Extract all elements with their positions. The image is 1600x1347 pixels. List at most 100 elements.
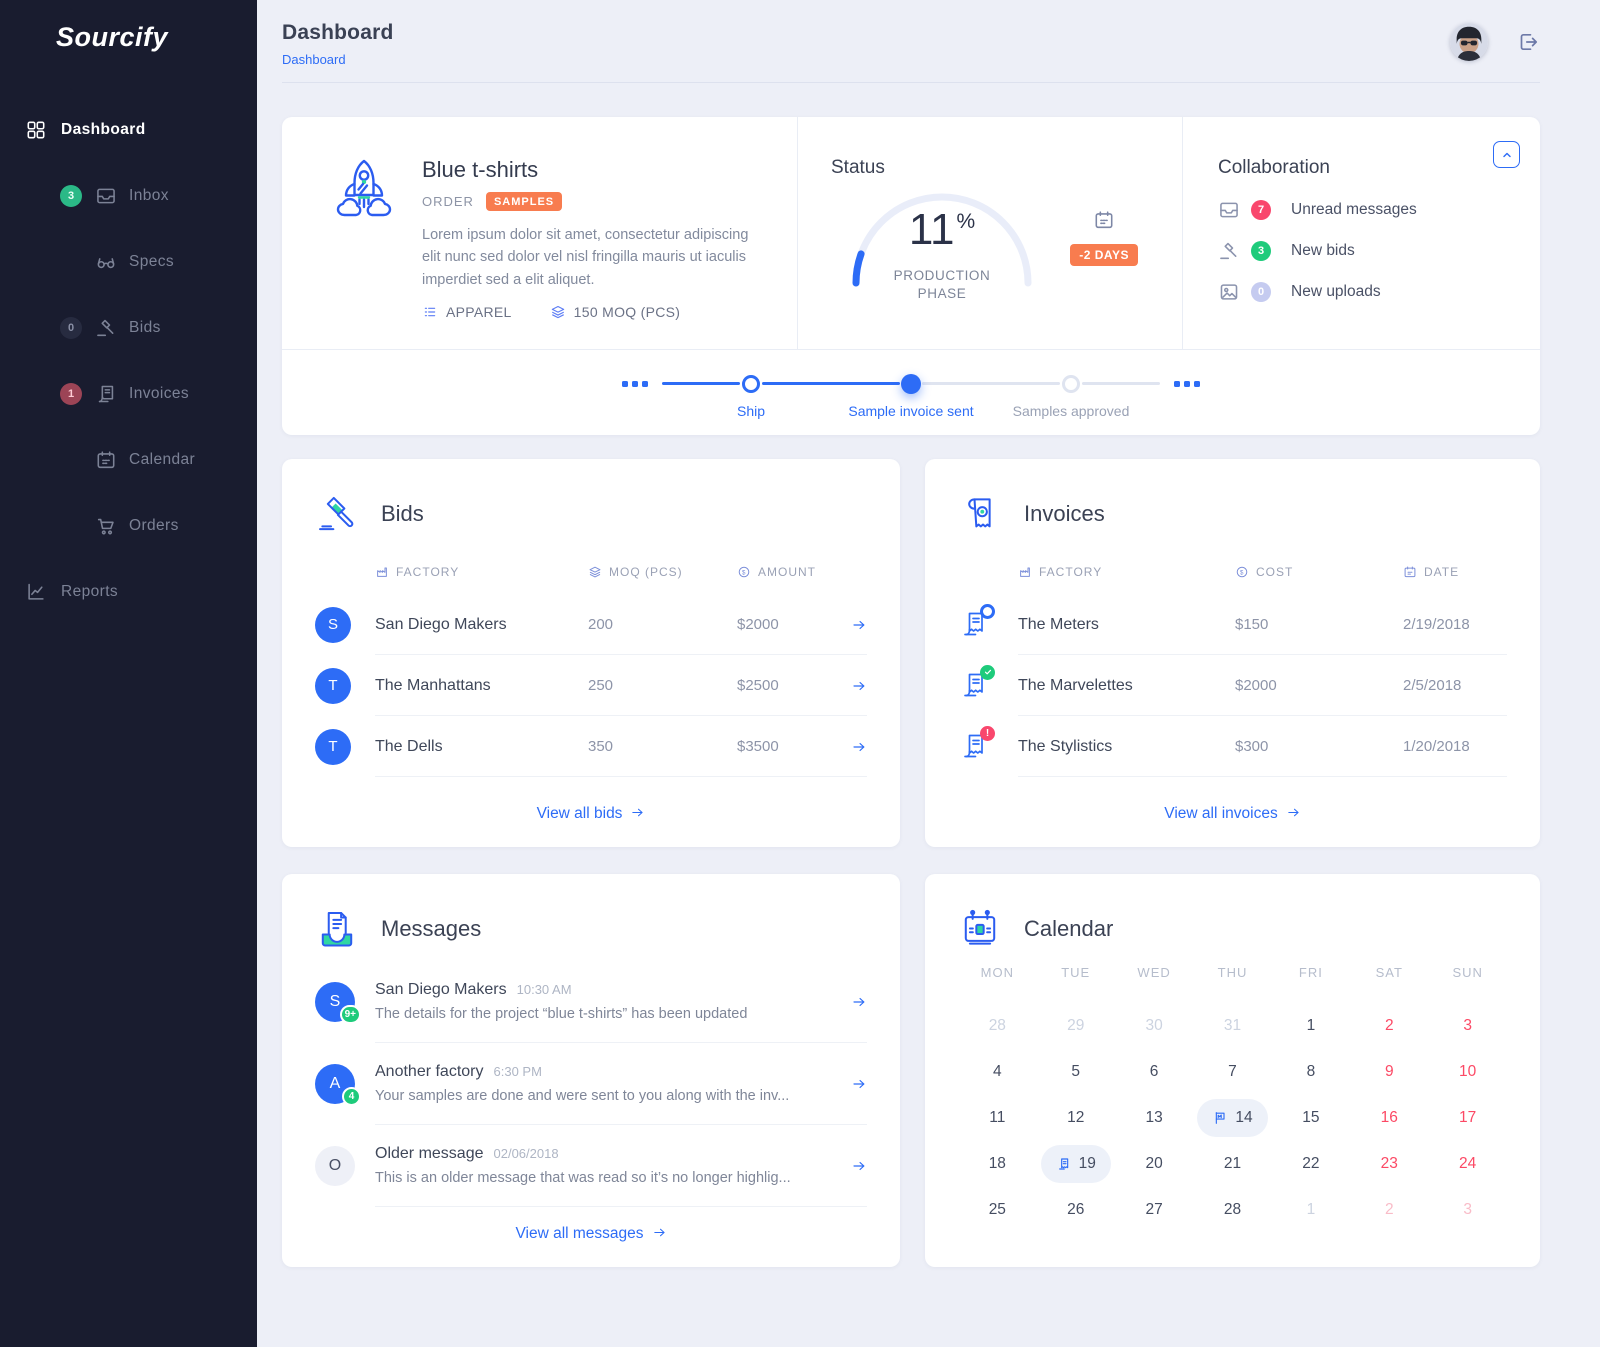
sidebar-item-inbox[interactable]: 3 Inbox — [0, 163, 257, 229]
invoice-row-the-meters[interactable]: The Meters $150 2/19/2018 — [958, 594, 1507, 655]
order-category: APPAREL — [422, 304, 512, 320]
sidebar-item-orders[interactable]: Orders — [0, 493, 257, 559]
calendar-day-25[interactable]: 25 — [988, 1201, 1006, 1218]
calendar-day-7[interactable]: 7 — [1228, 1063, 1237, 1080]
calendar-day-14[interactable]: 14 — [1193, 1095, 1271, 1141]
bids-row-the-manhattans[interactable]: T The Manhattans 250 $2500 — [315, 655, 867, 716]
row-arrow-icon[interactable] — [851, 739, 867, 755]
factory-name: The Marvelettes — [1018, 676, 1133, 694]
row-arrow-icon[interactable] — [851, 678, 867, 694]
header-divider — [282, 82, 1540, 83]
view-all-messages-link[interactable]: View all messages — [282, 1225, 900, 1243]
column-header-label: MOQ (PCS) — [609, 565, 683, 579]
status-heading: Status — [831, 157, 885, 178]
timeline-segment — [662, 382, 740, 385]
sidebar-item-invoices[interactable]: 1 Invoices — [0, 361, 257, 427]
calendar-day-6[interactable]: 6 — [1149, 1063, 1159, 1080]
calendar-day-16[interactable]: 16 — [1380, 1109, 1398, 1126]
calendar-day-18[interactable]: 18 — [988, 1155, 1006, 1172]
bid-amount: $2500 — [737, 677, 779, 694]
calendar-day-30[interactable]: 30 — [1145, 1017, 1163, 1034]
message-avatar: S 9+ — [315, 981, 361, 1024]
bids-row-the-dells[interactable]: T The Dells 350 $3500 — [315, 716, 867, 777]
sidebar-item-calendar[interactable]: Calendar — [0, 427, 257, 493]
calendar-day-21[interactable]: 21 — [1223, 1155, 1242, 1172]
logout-icon[interactable] — [1516, 30, 1540, 54]
calendar-day-12[interactable]: 12 — [1067, 1109, 1085, 1126]
sidebar: Sourcify Dashboard 3 Inbox Specs 0 Bids 1 Invoi… — [0, 0, 257, 1347]
calendar-day-8[interactable]: 8 — [1306, 1063, 1316, 1080]
message-row-another-factory[interactable]: A 4 Another factory 6:30 PM Your samples are… — [315, 1043, 867, 1125]
timeline-step-sample-invoice-sent[interactable]: Sample invoice sent — [848, 373, 974, 419]
calendar-day-1[interactable]: 1 — [1306, 1017, 1316, 1034]
layers-icon — [550, 304, 566, 320]
timeline-step-samples-approved[interactable]: Samples approved — [1013, 373, 1129, 419]
invoice-row-the-marvelettes[interactable]: The Marvelettes $2000 2/5/2018 — [958, 655, 1507, 716]
bids-table: FACTORY MOQ (PCS) $ AMOUNT S San Diego Makers… — [315, 550, 867, 777]
calendar-day-28[interactable]: 28 — [1223, 1201, 1242, 1218]
calendar-day-17[interactable]: 17 — [1459, 1109, 1477, 1126]
user-avatar[interactable] — [1450, 23, 1488, 61]
bids-card: Bids FACTORY MOQ (PCS) $ AMOUNT S San Diego M… — [282, 459, 900, 847]
calendar-day-3[interactable]: 3 — [1463, 1017, 1472, 1034]
calendar-day-28[interactable]: 28 — [988, 1017, 1006, 1034]
bids-row-san-diego-makers[interactable]: S San Diego Makers 200 $2000 — [315, 594, 867, 655]
invoice-date: 2/5/2018 — [1403, 677, 1462, 694]
sidebar-item-specs[interactable]: Specs — [0, 229, 257, 295]
invoice-row-the-stylistics[interactable]: ! The Stylistics $300 1/20/2018 — [958, 716, 1507, 777]
calendar-day-10[interactable]: 10 — [1459, 1063, 1477, 1080]
breadcrumb[interactable]: Dashboard — [282, 52, 346, 67]
calendar-day-3[interactable]: 3 — [1463, 1201, 1472, 1218]
calendar-day-9[interactable]: 9 — [1384, 1063, 1394, 1080]
calendar-day-4[interactable]: 4 — [993, 1063, 1002, 1080]
sidebar-item-dashboard[interactable]: Dashboard — [0, 97, 257, 163]
timeline-knob — [901, 373, 921, 394]
calendar-day-2[interactable]: 2 — [1384, 1017, 1394, 1034]
calendar-day-19[interactable]: 19 — [1037, 1141, 1115, 1187]
calendar-day-27[interactable]: 27 — [1145, 1201, 1163, 1218]
weekday-fri: FRI — [1298, 965, 1323, 980]
calendar-day-23[interactable]: 23 — [1380, 1155, 1398, 1172]
sidebar-item-label: Calendar — [129, 451, 196, 468]
calendar-day-13[interactable]: 13 — [1145, 1109, 1163, 1126]
calendar-day-31[interactable]: 31 — [1223, 1017, 1242, 1034]
calendar-day-15[interactable]: 15 — [1302, 1109, 1320, 1126]
calendar-day-24[interactable]: 24 — [1459, 1155, 1477, 1172]
row-arrow-icon[interactable] — [851, 1158, 867, 1174]
layers-icon — [588, 565, 602, 579]
document-tray-icon — [315, 907, 359, 951]
calendar-day-1[interactable]: 1 — [1306, 1201, 1316, 1218]
row-arrow-icon[interactable] — [851, 617, 867, 633]
message-row-older-message[interactable]: O Older message 02/06/2018 This is an older… — [315, 1125, 867, 1207]
view-all-bids-link[interactable]: View all bids — [282, 805, 900, 823]
weekday-thu: THU — [1217, 965, 1248, 980]
calendar-day-5[interactable]: 5 — [1071, 1063, 1081, 1080]
timeline-dots-icon — [622, 380, 648, 387]
calendar-day-11[interactable]: 11 — [989, 1109, 1006, 1126]
sidebar-item-bids[interactable]: 0 Bids — [0, 295, 257, 361]
calendar-day-2[interactable]: 2 — [1384, 1201, 1394, 1218]
message-preview: The details for the project “blue t-shir… — [375, 1006, 748, 1022]
collaboration-heading: Collaboration — [1218, 157, 1330, 178]
calendar-week: 4 5 6 7 8 9 10 — [958, 1049, 1507, 1095]
receipt-icon — [958, 492, 1002, 536]
row-arrow-icon[interactable] — [851, 1076, 867, 1092]
timeline-knob — [1062, 374, 1080, 393]
sidebar-item-reports[interactable]: Reports — [0, 559, 257, 625]
calendar-day-26[interactable]: 26 — [1067, 1201, 1085, 1218]
factory-icon — [1018, 565, 1032, 579]
view-all-invoices-link[interactable]: View all invoices — [925, 805, 1540, 823]
collapse-button[interactable] — [1493, 141, 1520, 168]
timeline-step-ship[interactable]: Ship — [737, 373, 765, 419]
message-row-san-diego-makers[interactable]: S 9+ San Diego Makers 10:30 AM The details f… — [315, 961, 867, 1043]
bids-title: Bids — [381, 501, 424, 526]
message-preview: Your samples are done and were sent to y… — [375, 1088, 790, 1104]
order-description: Lorem ipsum dolor sit amet, consectetur … — [422, 227, 749, 288]
bid-amount: $3500 — [737, 738, 779, 755]
sidebar-item-label: Bids — [129, 319, 161, 336]
calendar-day-22[interactable]: 22 — [1302, 1155, 1320, 1172]
row-arrow-icon[interactable] — [851, 994, 867, 1010]
invoice-date: 2/19/2018 — [1403, 616, 1470, 633]
calendar-day-20[interactable]: 20 — [1145, 1155, 1163, 1172]
calendar-day-29[interactable]: 29 — [1067, 1017, 1085, 1034]
